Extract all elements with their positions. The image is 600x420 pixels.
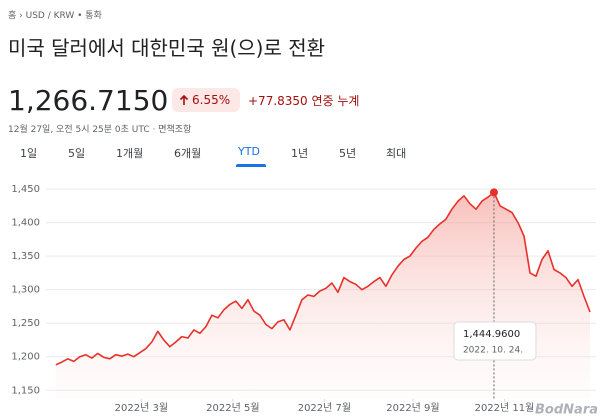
y-tick-label: 1,400: [11, 218, 40, 229]
x-tick-label: 2022년 9월: [386, 402, 439, 414]
range-tab[interactable]: 6개월: [174, 147, 202, 160]
y-tick-label: 1,450: [11, 184, 40, 195]
range-tab[interactable]: 1일: [20, 147, 38, 160]
change-percent: 6.55%: [192, 93, 231, 107]
y-tick-label: 1,350: [11, 251, 40, 262]
tooltip-value: 1,444.9600: [463, 329, 520, 340]
tooltip-box: [453, 321, 537, 361]
range-tab[interactable]: 1년: [291, 147, 309, 160]
range-tab[interactable]: YTD: [238, 145, 260, 158]
up-arrow-icon: [179, 94, 189, 105]
y-tick-label: 1,250: [11, 318, 40, 329]
price-line: [55, 191, 591, 366]
x-tick-label: 2022년 3월: [115, 402, 168, 414]
range-tab[interactable]: 최대: [386, 147, 407, 160]
x-tick-label: 2022년 5월: [206, 402, 259, 414]
x-tick-label: 2022년 7월: [298, 402, 351, 414]
selected-tab-underline: [236, 164, 266, 167]
tooltip-point: [489, 188, 498, 197]
timestamp[interactable]: 12월 27일, 오전 5시 25분 0초 UTC · 면책조항: [8, 125, 192, 135]
page-title: 미국 달러에서 대한민국 원(으)로 전환: [8, 36, 326, 60]
y-tick-label: 1,150: [11, 385, 40, 396]
tooltip: 1,444.9600 2022. 10. 24.: [453, 321, 537, 361]
range-tab[interactable]: 5년: [339, 147, 357, 160]
area-fill: [55, 192, 591, 399]
watermark: BodNara: [535, 403, 598, 418]
change-amount: +77.8350 연중 누계: [248, 94, 360, 108]
range-tab[interactable]: 5일: [68, 147, 86, 160]
x-tick-label: 2022년 11월: [475, 402, 535, 414]
breadcrumb[interactable]: 홈 › USD / KRW • 통화: [8, 11, 102, 21]
y-tick-label: 1,200: [11, 352, 40, 363]
change-pill: 6.55%: [172, 88, 240, 112]
y-tick-label: 1,300: [11, 285, 40, 296]
tooltip-date: 2022. 10. 24.: [463, 346, 523, 356]
range-tab[interactable]: 1개월: [116, 147, 144, 160]
price: 1,266.7150: [8, 84, 169, 117]
